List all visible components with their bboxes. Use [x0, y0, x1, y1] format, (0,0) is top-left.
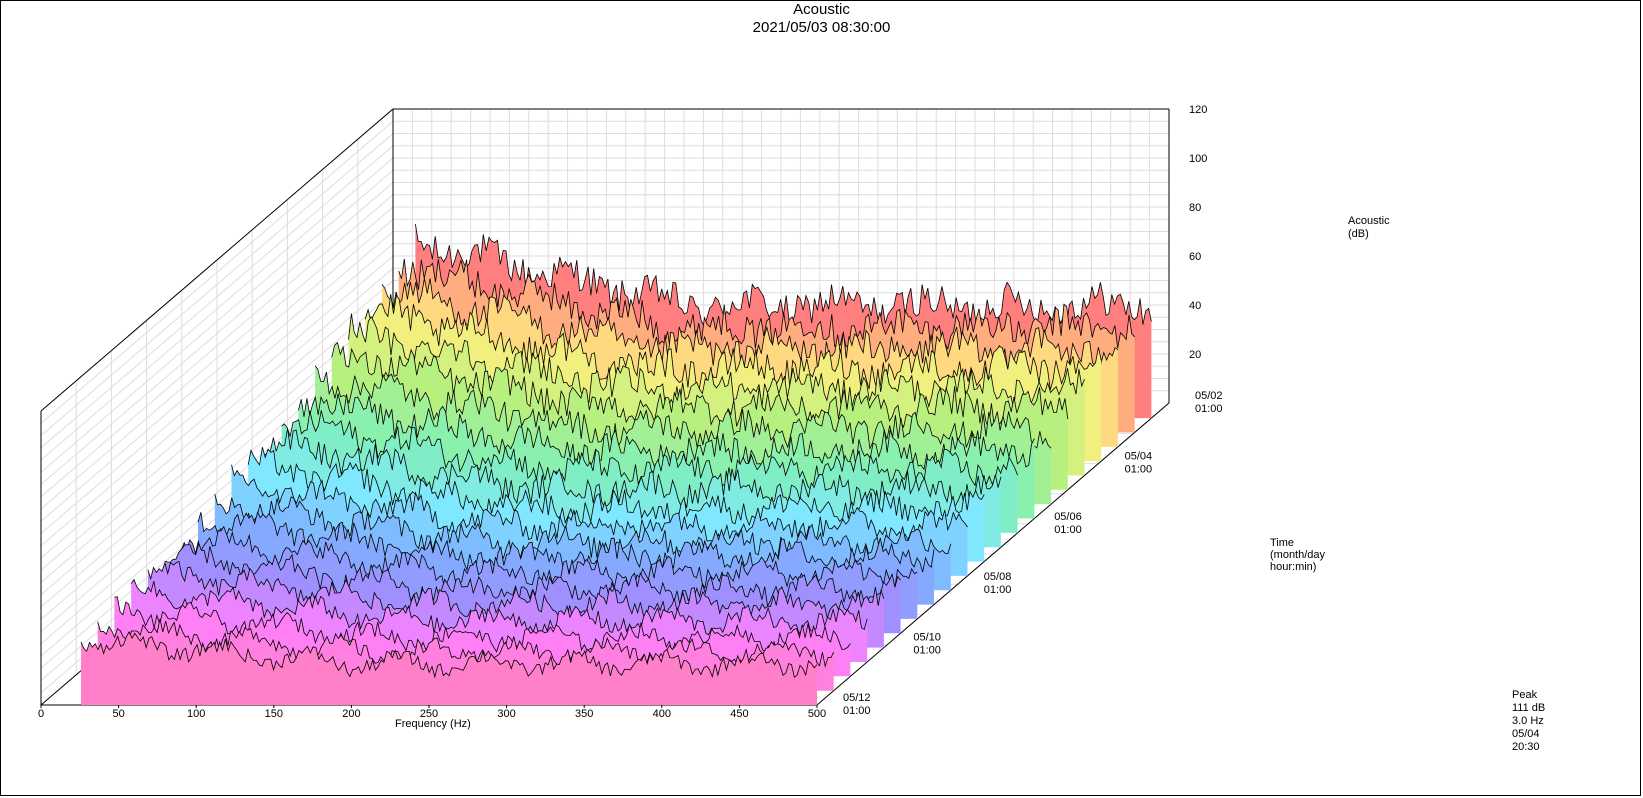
- z-tick-label: 40: [1189, 300, 1201, 312]
- spectrum-fill: [81, 631, 817, 705]
- time-tick-label-date: 05/08: [984, 571, 1012, 583]
- time-tick-label-time: 01:00: [1195, 403, 1223, 415]
- frequency-tick-label: 350: [575, 708, 593, 720]
- side-top-edge: [40, 108, 394, 412]
- frequency-tick-label: 450: [730, 708, 748, 720]
- time-tick-label-date: 05/02: [1195, 390, 1223, 402]
- frequency-tick-label: 0: [38, 708, 44, 720]
- chart-title: Acoustic: [793, 1, 850, 18]
- time-tick-label-time: 01:00: [984, 584, 1012, 596]
- time-tick-label-time: 01:00: [1125, 463, 1153, 475]
- frequency-tick-label: 250: [420, 708, 438, 720]
- time-tick-label-date: 05/06: [1054, 511, 1082, 523]
- time-axis-line: [816, 402, 1170, 706]
- time-tick-label-time: 01:00: [1054, 524, 1082, 536]
- spectrum-trace: [314, 365, 1052, 451]
- frequency-axis-label: Frequency (Hz): [395, 718, 471, 730]
- spectrum-trace: [281, 410, 1018, 491]
- time-tick-label-date: 05/04: [1125, 450, 1153, 462]
- frequency-tick-label: 200: [342, 708, 360, 720]
- spectrum-trace: [80, 631, 818, 679]
- frequency-tick-label: 400: [653, 708, 671, 720]
- spectrum-trace: [147, 560, 885, 620]
- peak-time: 20:30: [1512, 741, 1540, 753]
- z-tick-label: 60: [1189, 251, 1201, 263]
- frequency-tick-label: 150: [265, 708, 283, 720]
- z-axis-label-line2: (dB): [1348, 228, 1369, 240]
- time-axis-label-line1: Time: [1270, 537, 1295, 549]
- time-tick-label-date: 05/10: [913, 632, 941, 644]
- spectrum-trace: [247, 447, 985, 527]
- z-axis-label-line1: Acoustic: [1348, 215, 1390, 227]
- frequency-tick-label: 500: [808, 708, 826, 720]
- peak-value: 111 dB: [1512, 702, 1546, 714]
- time-tick-label-time: 01:00: [913, 645, 941, 657]
- z-tick-label: 100: [1189, 153, 1207, 165]
- spectrum-trace: [398, 258, 1135, 351]
- frequency-tick-label: 300: [497, 708, 515, 720]
- chart-subtitle: 2021/05/03 08:30:00: [752, 19, 891, 36]
- frequency-tick-label: 50: [112, 708, 124, 720]
- spectrum-trace: [231, 464, 968, 543]
- peak-label: Peak: [1512, 689, 1538, 701]
- spectrum-trace: [364, 293, 1102, 392]
- peak-frequency: 3.0 Hz: [1512, 715, 1544, 727]
- z-tick-label: 20: [1189, 349, 1201, 361]
- spectrum-trace: [214, 493, 952, 560]
- spectrum-trace: [298, 393, 1035, 472]
- spectrum-trace: [331, 341, 1069, 429]
- spectrum-trace: [130, 578, 868, 636]
- time-axis-label-line3: hour:min): [1270, 561, 1317, 573]
- spectrum-trace: [114, 596, 851, 654]
- z-tick-label: 120: [1189, 104, 1207, 116]
- time-axis-label-line2: (month/day: [1270, 549, 1326, 561]
- peak-date: 05/04: [1512, 728, 1540, 740]
- z-tick-label: 80: [1189, 202, 1201, 214]
- spectrum-trace: [348, 313, 1085, 410]
- frequency-tick-label: 100: [187, 708, 205, 720]
- time-tick-label-date: 05/12: [843, 692, 871, 704]
- spectrum-trace: [180, 525, 918, 591]
- time-tick-label-time: 01:00: [843, 705, 871, 717]
